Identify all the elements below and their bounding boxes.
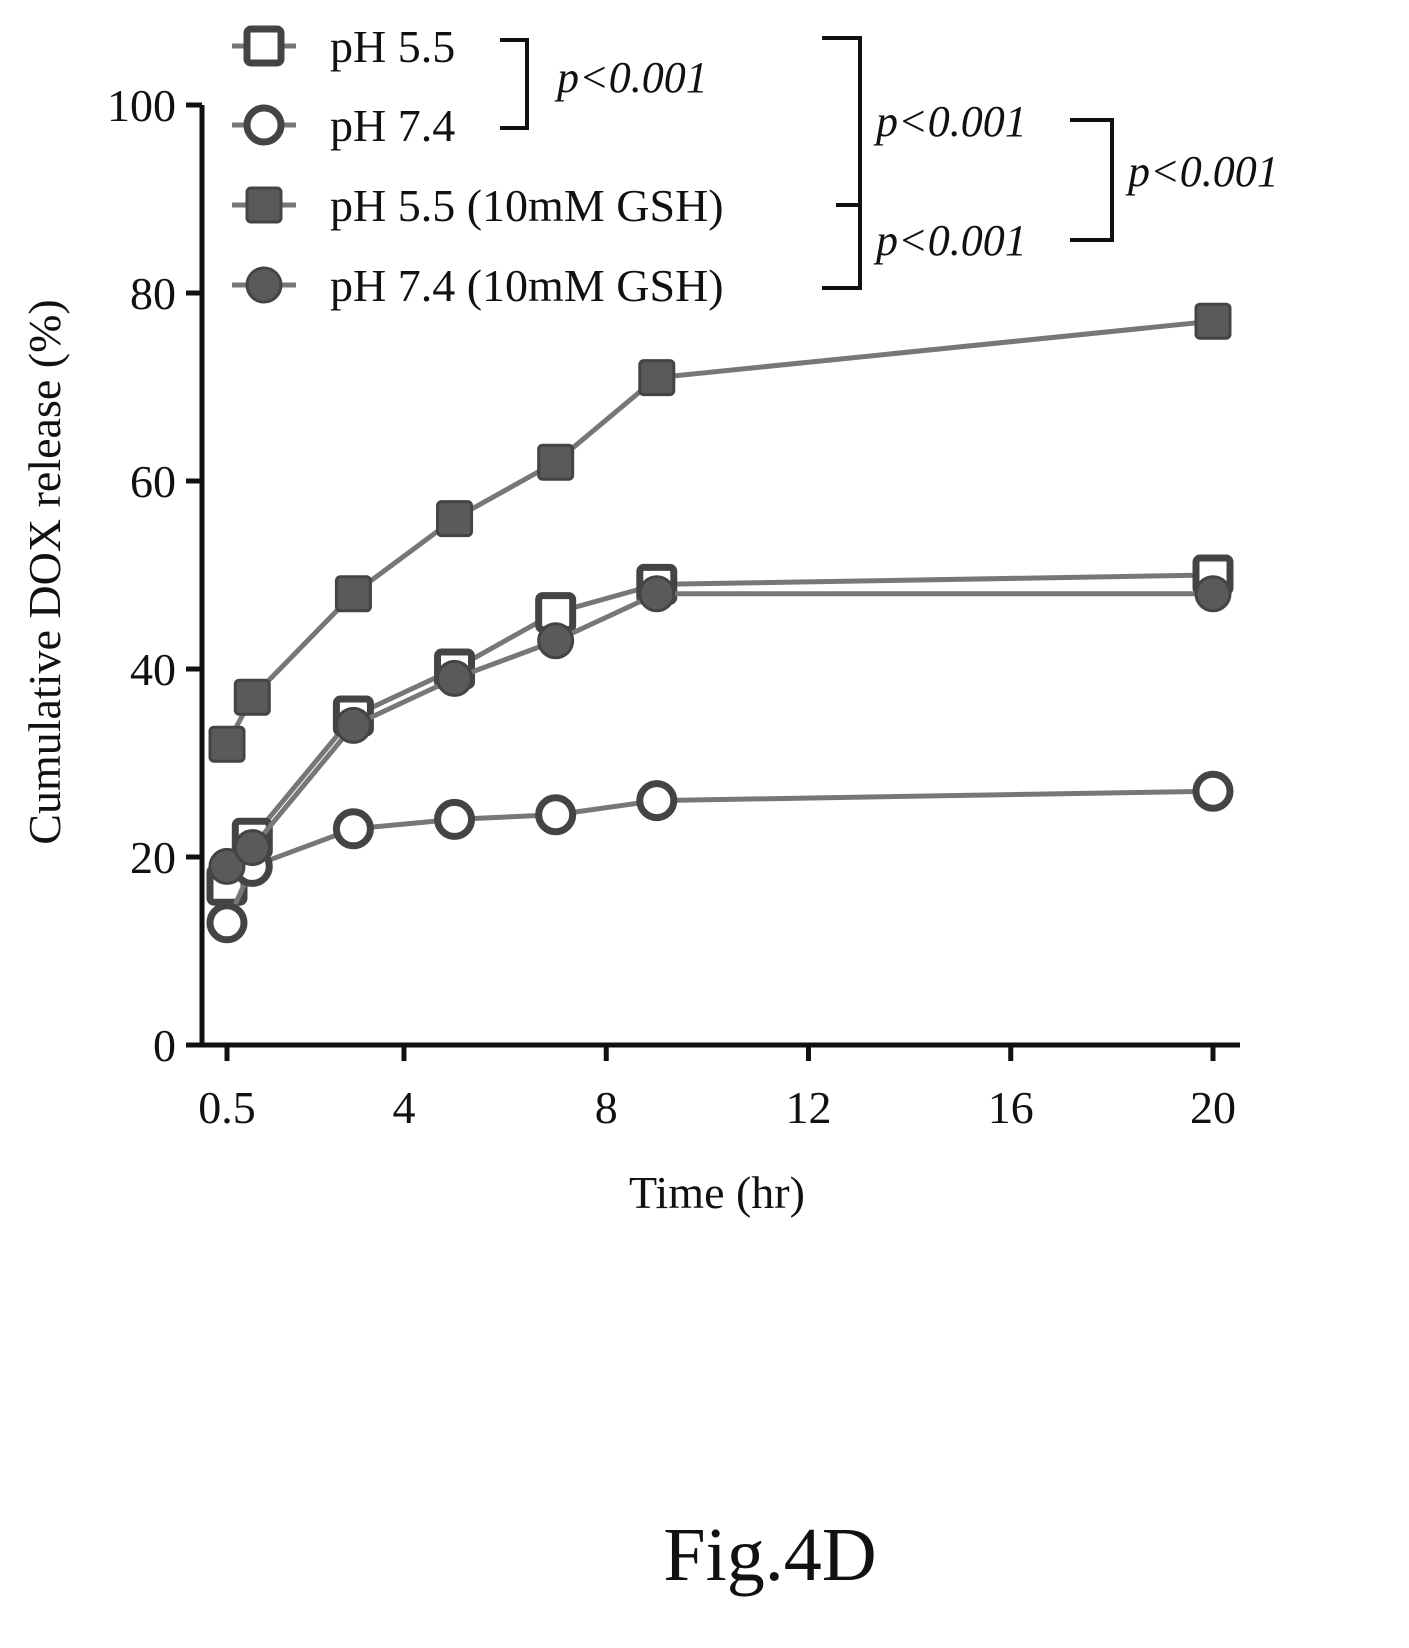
x-tick-label-2: 8 <box>595 1082 618 1133</box>
series-3-point-6 <box>1194 575 1232 613</box>
y-axis-title: Cumulative DOX release (%) <box>19 299 70 844</box>
series-1-point-0 <box>206 902 248 944</box>
significance-brackets: p<0.001 p<0.001 p<0.001 p<0.001 <box>500 36 1279 290</box>
figure-label: Fig.4D <box>663 1513 876 1597</box>
legend-marker-2 <box>245 186 283 224</box>
y-ticks: 0 20 40 60 80 100 <box>107 80 202 1071</box>
series-2-point-5 <box>638 359 676 397</box>
y-tick-label-0: 0 <box>153 1020 176 1071</box>
series-line-1 <box>224 788 1214 924</box>
x-tick-label-1: 4 <box>392 1082 415 1133</box>
legend-entry-1: pH 7.4 <box>232 100 455 151</box>
x-ticks: 0.5 4 8 12 16 20 <box>198 1045 1236 1133</box>
series-2-point-0 <box>208 725 246 763</box>
series-1-point-4 <box>535 794 577 836</box>
x-tick-label-3: 12 <box>785 1082 831 1133</box>
p-value-2: p<0.001 <box>873 97 1027 146</box>
series-line-2 <box>224 318 1214 746</box>
p-value-4: p<0.001 <box>1125 147 1279 196</box>
series-2-point-6 <box>1194 302 1232 340</box>
axes <box>199 105 1240 1048</box>
series-1-point-5 <box>636 780 678 822</box>
bracket-2 <box>822 36 862 290</box>
series-3-point-4 <box>537 622 575 660</box>
bracket-4 <box>1070 118 1114 242</box>
x-tick-label-5: 20 <box>1190 1082 1236 1133</box>
legend-label-0: pH 5.5 <box>330 21 455 72</box>
x-tick-label-0: 0.5 <box>198 1082 256 1133</box>
legend-label-3: pH 7.4 (10mM GSH) <box>330 260 724 311</box>
y-tick-label-1: 20 <box>130 832 176 883</box>
x-axis-title: Time (hr) <box>629 1167 805 1218</box>
series-2-point-2 <box>334 575 372 613</box>
legend-entry-3: pH 7.4 (10mM GSH) <box>232 260 724 311</box>
series-1 <box>206 770 1234 944</box>
legend-entry-2: pH 5.5 (10mM GSH) <box>232 180 724 231</box>
series-3-point-1 <box>233 829 271 867</box>
series-1-point-3 <box>434 798 476 840</box>
p-value-1: p<0.001 <box>554 53 708 102</box>
y-tick-label-4: 80 <box>130 268 176 319</box>
y-tick-label-5: 100 <box>107 80 176 131</box>
series-3-point-3 <box>436 659 474 697</box>
p-value-3: p<0.001 <box>873 216 1027 265</box>
series-2 <box>208 302 1232 763</box>
legend-marker-0 <box>243 25 285 67</box>
legend-label-2: pH 5.5 (10mM GSH) <box>330 180 724 231</box>
series-3-point-0 <box>208 847 246 885</box>
y-tick-label-3: 60 <box>130 456 176 507</box>
series-2-point-1 <box>233 678 271 716</box>
y-tick-label-2: 40 <box>130 644 176 695</box>
series-3-point-5 <box>638 575 676 613</box>
bracket-1 <box>500 38 529 130</box>
legend-entry-0: pH 5.5 <box>232 21 455 72</box>
legend-marker-1 <box>243 104 285 146</box>
legend-label-1: pH 7.4 <box>330 100 455 151</box>
x-tick-label-4: 16 <box>988 1082 1034 1133</box>
series-3-point-2 <box>334 706 372 744</box>
series-layer <box>206 302 1234 944</box>
legend-marker-3 <box>245 266 283 304</box>
series-line-0 <box>224 572 1214 887</box>
series-1-point-2 <box>332 808 374 850</box>
series-3 <box>208 575 1232 885</box>
legend: pH 5.5 pH 7.4 pH 5.5 (10mM GSH) pH 7.4 (10m… <box>232 21 724 311</box>
series-2-point-4 <box>537 443 575 481</box>
series-2-point-3 <box>436 500 474 538</box>
series-1-point-6 <box>1192 770 1234 812</box>
